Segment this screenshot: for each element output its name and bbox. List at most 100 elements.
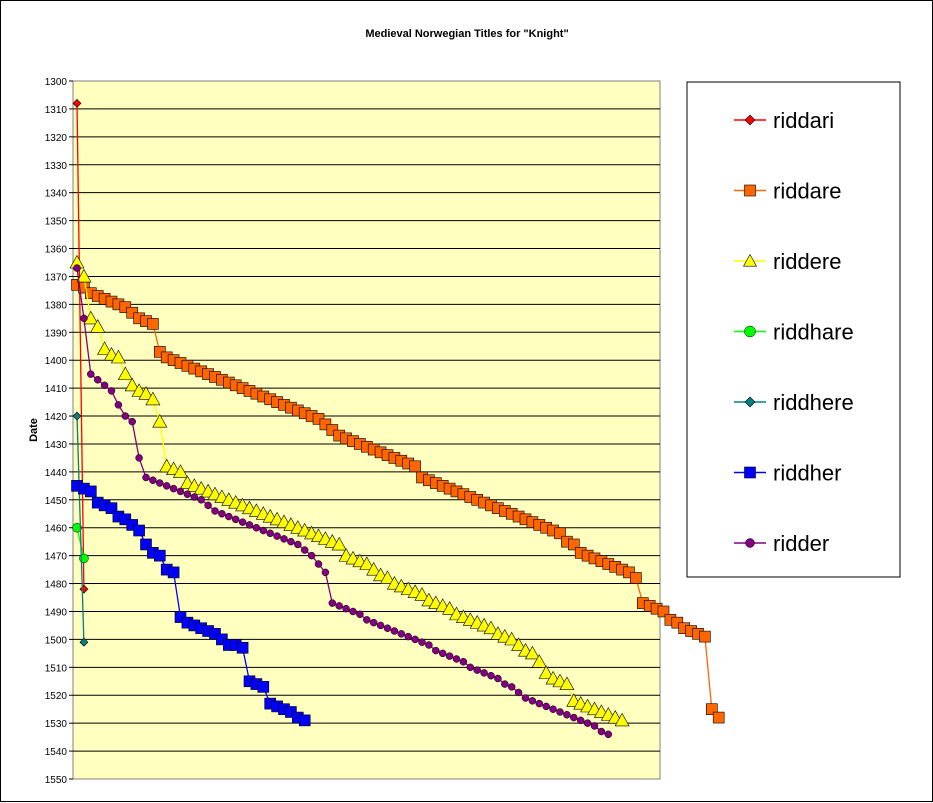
data-point: [487, 671, 495, 680]
data-point: [79, 637, 89, 647]
data-point: [73, 264, 81, 272]
data-point: [630, 572, 642, 584]
y-tick-label: 1470: [45, 552, 68, 563]
data-point: [225, 512, 233, 521]
legend-label: riddhere: [773, 390, 854, 415]
data-point: [152, 414, 168, 428]
y-axis-ticks: 1300 1310 1320 1330 1340 1350 1360 1370 1380 1390…: [45, 77, 73, 786]
legend-item-riddher: riddher: [734, 461, 841, 486]
data-point: [744, 184, 756, 197]
data-point: [85, 485, 97, 498]
data-point: [147, 318, 159, 330]
data-point: [459, 657, 468, 666]
data-point: [514, 688, 523, 697]
y-tick-label: 1510: [45, 663, 68, 674]
legend-item-riddere: riddere: [734, 249, 841, 274]
data-point: [176, 487, 185, 496]
data-point: [142, 473, 150, 482]
y-tick-label: 1350: [45, 217, 68, 228]
y-tick-label: 1430: [45, 440, 68, 451]
data-point: [604, 730, 613, 739]
data-point: [149, 476, 157, 485]
data-point: [511, 637, 527, 651]
y-tick-label: 1380: [45, 300, 68, 311]
data-point: [167, 566, 180, 579]
y-tick-label: 1340: [45, 189, 68, 200]
data-point: [473, 666, 481, 674]
data-point: [135, 454, 143, 462]
data-point: [590, 722, 599, 730]
data-point: [280, 535, 288, 543]
data-point: [744, 325, 756, 338]
series-riddher: [71, 480, 311, 727]
data-point: [169, 484, 178, 493]
data-point: [298, 714, 311, 727]
data-point: [257, 681, 270, 693]
data-point: [501, 680, 509, 688]
data-point: [366, 561, 382, 576]
data-point: [480, 669, 488, 677]
data-point: [411, 635, 419, 644]
data-point: [110, 349, 126, 364]
y-tick-label: 1300: [45, 77, 68, 88]
chart-title: Medieval Norwegian Titles for "Knight": [365, 28, 568, 40]
data-point: [107, 387, 116, 395]
y-axis-label: Date: [28, 418, 40, 442]
data-point: [567, 538, 580, 551]
data-point: [504, 631, 520, 646]
data-point: [657, 605, 670, 618]
data-point: [266, 529, 274, 538]
data-point: [145, 391, 161, 406]
data-point: [294, 540, 302, 549]
legend-label: riddher: [773, 461, 841, 486]
data-point: [133, 524, 145, 537]
data-point: [528, 697, 537, 705]
y-tick-label: 1370: [45, 272, 68, 283]
y-tick-label: 1490: [45, 607, 68, 618]
data-point: [356, 610, 364, 619]
data-point: [314, 560, 323, 568]
data-point: [559, 676, 575, 690]
data-point: [383, 624, 392, 632]
data-point: [197, 496, 205, 504]
data-point: [273, 532, 281, 540]
data-point: [128, 417, 136, 426]
legend-item-riddare: riddare: [734, 179, 841, 204]
data-point: [744, 114, 756, 126]
y-tick-label: 1520: [45, 691, 68, 702]
data-point: [124, 377, 140, 392]
data-point: [72, 522, 82, 533]
data-point: [531, 654, 547, 668]
data-point: [93, 375, 102, 384]
data-point: [162, 482, 171, 490]
y-tick-label: 1400: [45, 356, 68, 367]
data-point: [705, 703, 718, 716]
data-point: [432, 646, 440, 655]
legend-label: riddari: [773, 108, 834, 133]
data-point: [76, 268, 92, 283]
y-tick-label: 1480: [45, 580, 68, 591]
data-point: [259, 526, 268, 535]
data-point: [218, 510, 226, 518]
legend-item-riddhere: riddhere: [734, 390, 854, 415]
data-point: [745, 538, 755, 548]
legend-label: riddhare: [773, 320, 854, 345]
data-point: [712, 711, 725, 724]
data-point: [742, 253, 758, 267]
data-point: [300, 546, 309, 554]
series-ridder: [73, 264, 613, 739]
series-line: [76, 416, 85, 643]
data-point: [140, 538, 152, 551]
data-point: [72, 411, 82, 421]
data-point: [744, 396, 756, 408]
data-point: [583, 719, 592, 727]
data-point: [236, 641, 249, 654]
data-point: [542, 702, 550, 711]
legend-label: riddare: [773, 179, 841, 204]
y-tick-label: 1440: [45, 468, 68, 479]
data-point: [342, 604, 350, 613]
y-tick-label: 1330: [45, 161, 68, 172]
y-tick-label: 1450: [45, 496, 68, 507]
